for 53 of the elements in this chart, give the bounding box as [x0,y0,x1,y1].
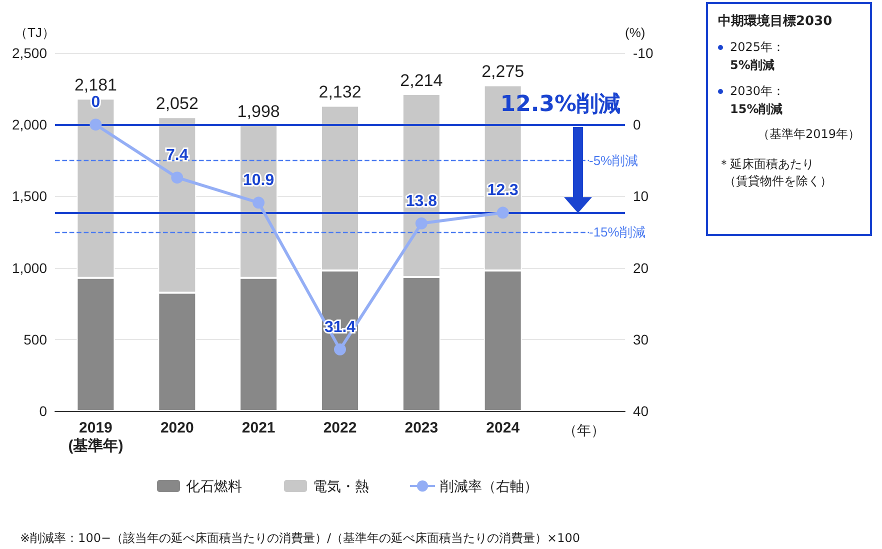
y-tick-label: 2,000 [12,116,48,133]
point [171,172,184,184]
x-tick-label: 2021 [242,420,276,436]
text: 5%削減 [730,57,776,74]
total-label: 2,181 [74,76,117,95]
legend-label: 電気・熱 [313,478,369,494]
total-label: 2,275 [482,62,524,82]
data-label: 12.3 [487,182,519,200]
point [415,217,428,230]
y-tick-label: 0 [39,403,48,419]
y-tick-label: 2,500 [12,45,48,61]
x-tick-label: 2023 [404,420,438,436]
text: 中期環境目標2030 [718,12,834,30]
text: （基準年2019年） [756,126,860,142]
y2-tick-label: -10 [633,45,654,61]
text: 2025年： [730,39,786,56]
x-axis-title: （年） [563,422,605,438]
total-label: 2,132 [318,82,362,102]
point [496,206,509,219]
y2-tick-label: 30 [633,331,649,348]
text: ＊延床面積あたり [718,156,815,173]
text: 15%削減 [730,101,784,118]
annotation: 12.3%削減 [500,90,621,119]
text: 2030年： [730,83,786,100]
total-label: 2,214 [400,70,443,90]
y2-tick-label: 0 [633,116,641,133]
point [252,196,265,209]
legend-label: 削減率（右軸） [440,478,538,494]
total-label: 2,052 [156,94,198,114]
ref-line-label: -15%削減 [589,224,646,240]
y2-tick-label: 40 [633,403,649,419]
data-label: 10.9 [243,172,274,190]
ref-line-label: -5%削減 [589,152,638,168]
y-tick-label: 500 [24,331,48,348]
y2-tick-label: 10 [633,188,649,204]
point [90,118,102,131]
total-label: 1,998 [237,102,280,121]
legend-label: 化石燃料 [186,478,242,494]
text: （賃貸物件を除く） [723,173,833,190]
y2-axis-title: (%) [625,25,646,40]
y-axis-title: （TJ） [14,25,55,40]
x-tick-label: 2022 [323,420,357,436]
data-label: 0 [91,94,100,112]
x-tick-label: 2019 (基準年) [68,420,124,454]
data-label: 13.8 [406,192,438,210]
y2-tick-label: 20 [633,260,649,276]
y-tick-label: 1,000 [12,260,48,276]
x-tick-label: 2024 [486,420,520,436]
data-label: 7.4 [166,147,188,164]
x-tick-label: 2020 [160,420,194,436]
text: ※削減率：100−（該当年の延べ床面積当たりの消費量）/（基準年の延べ床面積当たりの消費量）×100 [20,530,580,547]
point [334,343,346,356]
y-tick-label: 1,500 [12,188,48,204]
